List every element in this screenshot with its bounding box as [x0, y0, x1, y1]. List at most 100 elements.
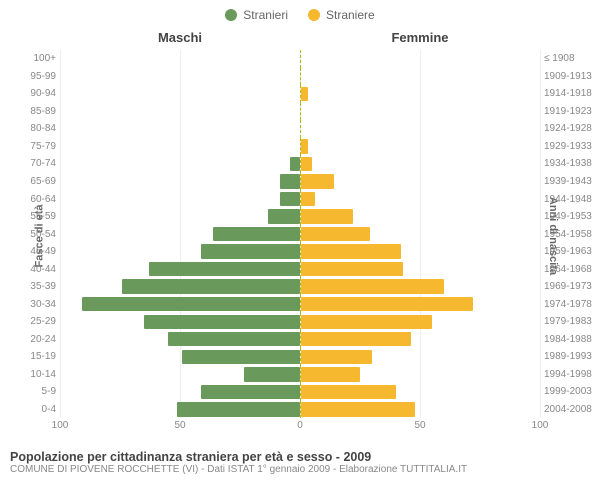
female-half [301, 68, 541, 86]
female-bar [301, 87, 308, 101]
male-half [60, 173, 301, 191]
age-label: 50-54 [22, 229, 56, 240]
x-tick-label: 50 [174, 420, 185, 431]
x-tick-label: 50 [414, 420, 425, 431]
female-half [301, 295, 541, 313]
female-bar [301, 279, 445, 293]
age-label: 30-34 [22, 299, 56, 310]
male-bar [290, 157, 300, 171]
female-half [301, 278, 541, 296]
male-half [60, 260, 301, 278]
female-half [301, 208, 541, 226]
male-bar [144, 315, 300, 329]
female-half [301, 243, 541, 261]
age-label: 90-94 [22, 88, 56, 99]
male-half [60, 85, 301, 103]
age-label: 65-69 [22, 176, 56, 187]
pyramid-row: 0-42004-2008 [60, 401, 540, 419]
birth-year-label: 1979-1983 [544, 316, 598, 327]
age-label: 60-64 [22, 194, 56, 205]
female-half [301, 348, 541, 366]
female-half [301, 260, 541, 278]
male-half [60, 401, 301, 419]
pyramid-row: 95-991909-1913 [60, 68, 540, 86]
pyramid-row: 80-841924-1928 [60, 120, 540, 138]
male-bar [122, 279, 299, 293]
pyramid-row: 75-791929-1933 [60, 138, 540, 156]
x-tick-label: 100 [532, 420, 549, 431]
pyramid-row: 60-641944-1948 [60, 190, 540, 208]
age-label: 35-39 [22, 281, 56, 292]
age-label: 10-14 [22, 369, 56, 380]
birth-year-label: 1934-1938 [544, 158, 598, 169]
male-bar [280, 192, 299, 206]
column-titles: Maschi Femmine [60, 30, 540, 45]
female-half [301, 401, 541, 419]
birth-year-label: 1939-1943 [544, 176, 598, 187]
female-bar [301, 315, 433, 329]
legend-label-male: Stranieri [243, 8, 288, 22]
birth-year-label: 1984-1988 [544, 334, 598, 345]
male-bar [82, 297, 300, 311]
male-half [60, 331, 301, 349]
birth-year-label: 1944-1948 [544, 194, 598, 205]
female-half [301, 313, 541, 331]
male-half [60, 366, 301, 384]
male-bar [280, 174, 299, 188]
birth-year-label: 1919-1923 [544, 106, 598, 117]
male-half [60, 103, 301, 121]
female-bar [301, 297, 473, 311]
birth-year-label: 2004-2008 [544, 404, 598, 415]
female-bar [301, 209, 354, 223]
gridline [540, 50, 541, 418]
male-half [60, 225, 301, 243]
age-label: 85-89 [22, 106, 56, 117]
caption-title: Popolazione per cittadinanza straniera p… [10, 450, 590, 464]
female-half [301, 120, 541, 138]
female-half [301, 366, 541, 384]
female-bar [301, 367, 361, 381]
male-half [60, 348, 301, 366]
female-bar [301, 192, 315, 206]
male-half [60, 243, 301, 261]
pyramid-row: 85-891919-1923 [60, 103, 540, 121]
x-axis-left: 050100 [60, 420, 300, 436]
pyramid-row: 10-141994-1998 [60, 366, 540, 384]
male-half [60, 120, 301, 138]
birth-year-label: 1969-1973 [544, 281, 598, 292]
female-bar [301, 262, 404, 276]
birth-year-label: 1924-1928 [544, 123, 598, 134]
age-label: 100+ [22, 53, 56, 64]
birth-year-label: 1974-1978 [544, 299, 598, 310]
male-half [60, 383, 301, 401]
legend-item-male: Stranieri [225, 8, 288, 22]
legend-swatch-male [225, 9, 237, 21]
pyramid-row: 55-591949-1953 [60, 208, 540, 226]
male-half [60, 68, 301, 86]
pyramid-row: 70-741934-1938 [60, 155, 540, 173]
pyramid-row: 25-291979-1983 [60, 313, 540, 331]
birth-year-label: 1914-1918 [544, 88, 598, 99]
female-half [301, 85, 541, 103]
female-half [301, 331, 541, 349]
birth-year-label: 1989-1993 [544, 351, 598, 362]
male-half [60, 208, 301, 226]
male-half [60, 155, 301, 173]
birth-year-label: 1909-1913 [544, 71, 598, 82]
female-bar [301, 332, 411, 346]
female-bar [301, 227, 370, 241]
caption-subtitle: COMUNE DI PIOVENE ROCCHETTE (VI) - Dati … [10, 464, 590, 475]
age-label: 0-4 [22, 404, 56, 415]
pyramid-row: 5-91999-2003 [60, 383, 540, 401]
female-bar [301, 350, 373, 364]
male-half [60, 313, 301, 331]
pyramid-row: 45-491959-1963 [60, 243, 540, 261]
female-half [301, 155, 541, 173]
male-bar [177, 402, 299, 416]
x-axis-right: 50100 [300, 420, 540, 436]
age-label: 70-74 [22, 158, 56, 169]
female-bar [301, 139, 308, 153]
male-bar [244, 367, 299, 381]
birth-year-label: 1949-1953 [544, 211, 598, 222]
male-bar [213, 227, 299, 241]
